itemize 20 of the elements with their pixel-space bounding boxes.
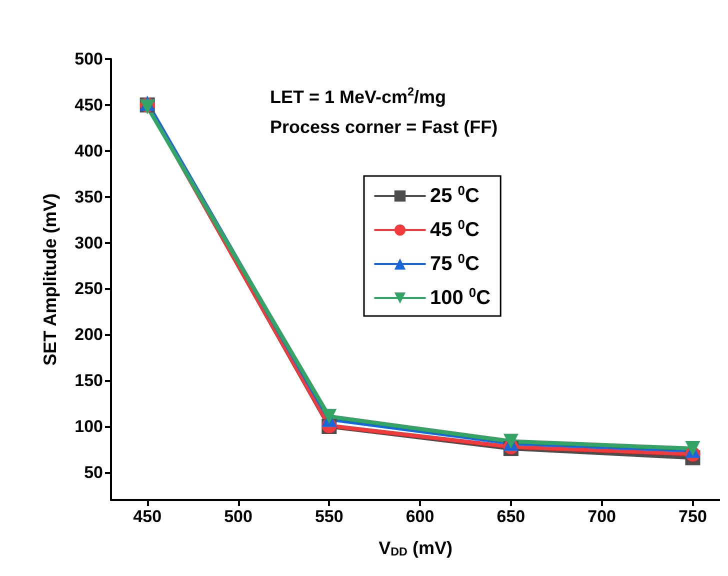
- y-tick-label: 250: [74, 279, 103, 298]
- y-tick-label: 500: [74, 50, 103, 68]
- annotation: Process corner = Fast (FF): [270, 117, 498, 137]
- y-tick-label: 150: [74, 371, 103, 390]
- point: [322, 408, 337, 424]
- y-axis-title: SET Amplitude (mV): [40, 193, 60, 366]
- x-tick-label: 750: [678, 507, 707, 526]
- x-tick-label: 550: [314, 507, 344, 526]
- x-tick-label: 650: [496, 507, 526, 526]
- x-tick-label: 700: [588, 507, 616, 526]
- x-tick-label: 600: [406, 507, 434, 526]
- y-tick-label: 100: [74, 417, 103, 436]
- y-tick-label: 50: [84, 462, 103, 482]
- y-tick-label: 350: [74, 187, 103, 206]
- x-tick-label: 500: [224, 507, 252, 526]
- y-tick-label: 200: [74, 325, 103, 344]
- y-tick-label: 450: [74, 95, 103, 114]
- y-tick-label: 400: [74, 141, 103, 160]
- y-tick-label: 300: [74, 233, 103, 252]
- x-tick-label: 450: [133, 507, 162, 526]
